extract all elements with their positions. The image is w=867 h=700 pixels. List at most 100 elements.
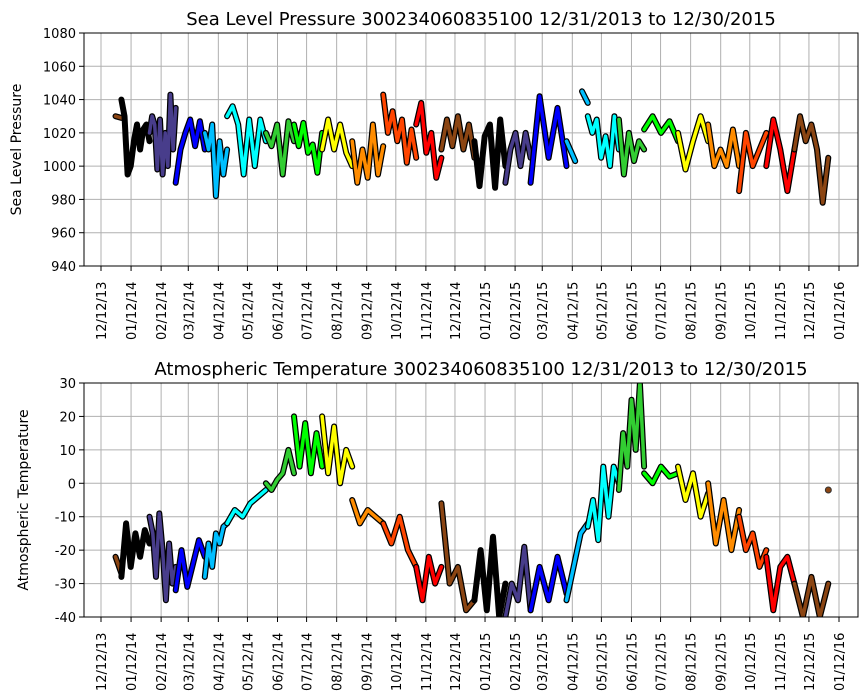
series-segment-18 xyxy=(586,114,621,168)
series-segment-11 xyxy=(414,101,444,180)
series-segment-10 xyxy=(381,514,418,569)
series-segment-2 xyxy=(147,511,178,603)
series-segment-16 xyxy=(564,139,577,163)
series-segment-17 xyxy=(580,89,590,105)
series-segment-5 xyxy=(225,488,268,526)
x-tick-label: 02/12/15 xyxy=(509,633,524,691)
data-layer xyxy=(112,383,832,617)
y-tick-label: 1020 xyxy=(43,127,76,142)
series-segment-15 xyxy=(528,555,569,613)
y-tick-label: 20 xyxy=(59,410,76,425)
x-tick-label: 11/12/14 xyxy=(420,282,435,340)
plot-panel-0: 12/12/13 01/12/14 02/12/14 03/12/14 04/12/14… xyxy=(9,9,859,340)
series-segment-17 xyxy=(586,464,621,542)
series-segment-15 xyxy=(528,94,569,185)
series-segment-9 xyxy=(350,498,385,526)
series-segment-5 xyxy=(225,104,268,177)
series-segment-8 xyxy=(320,117,354,168)
x-tick-label: 12/12/13 xyxy=(95,282,110,340)
x-tick-label: 07/12/14 xyxy=(301,633,316,691)
y-tick-label: 1000 xyxy=(43,160,76,175)
x-tick-label: 11/12/15 xyxy=(774,633,789,691)
x-tick-label: 08/12/15 xyxy=(685,282,700,340)
series-segment-12 xyxy=(439,114,477,160)
y-tick-label: 940 xyxy=(51,260,76,275)
chart-title: Atmospheric Temperature 300234060835100 … xyxy=(154,359,807,380)
y-tick-label: 10 xyxy=(59,444,76,459)
x-tick-label: 12/12/14 xyxy=(449,282,464,340)
series-segment-10 xyxy=(381,92,418,165)
series-segment-9 xyxy=(350,122,385,185)
x-tick-label: 06/12/15 xyxy=(625,282,640,340)
x-tick-label: 10/12/15 xyxy=(744,633,759,691)
series-segment-14 xyxy=(503,545,533,617)
series-segment-16 xyxy=(564,521,590,603)
y-tick-label: 980 xyxy=(51,193,76,208)
y-tick-label: -10 xyxy=(55,511,76,526)
x-tick-label: 08/12/14 xyxy=(331,633,346,691)
y-tick-label: 1060 xyxy=(43,60,76,75)
x-tick-label: 05/12/15 xyxy=(595,282,610,340)
x-tick-label: 11/12/14 xyxy=(420,633,435,691)
y-tick-label: 30 xyxy=(59,377,76,392)
x-tick-label: 03/12/15 xyxy=(536,282,551,340)
series-segment-18 xyxy=(617,383,646,492)
series-segment-1 xyxy=(119,97,152,177)
series-segment-4 xyxy=(203,521,229,579)
x-tick-label: 01/12/15 xyxy=(479,633,494,691)
y-axis-label: Sea Level Pressure xyxy=(9,84,25,216)
x-tick-label: 07/12/14 xyxy=(301,282,316,340)
series-segment-3 xyxy=(173,117,207,185)
series-segment-23 xyxy=(737,131,769,193)
x-tick-label: 08/12/14 xyxy=(331,282,346,340)
x-tick-label: 04/12/15 xyxy=(566,282,581,340)
plot-panel-1: 12/12/13 01/12/14 02/12/14 03/12/14 04/12/14… xyxy=(16,359,859,691)
series-segment-4 xyxy=(203,122,229,198)
x-tick-label: 09/12/14 xyxy=(361,633,376,691)
series-segment-20 xyxy=(676,464,710,519)
x-tick-label: 02/12/15 xyxy=(509,282,524,340)
y-tick-label: 0 xyxy=(68,477,76,492)
x-tick-label: 01/12/14 xyxy=(125,633,140,691)
y-tick-label: -30 xyxy=(55,578,76,593)
x-tick-label: 05/12/14 xyxy=(241,282,256,340)
x-tick-label: 09/12/15 xyxy=(715,282,730,340)
x-tick-label: 12/12/15 xyxy=(803,282,818,340)
x-tick-label: 01/12/16 xyxy=(833,282,848,340)
series-segment-25 xyxy=(792,114,831,205)
x-tick-label: 03/12/14 xyxy=(182,282,197,340)
x-tick-label: 05/12/15 xyxy=(595,633,610,691)
x-tick-label: 02/12/14 xyxy=(155,633,170,691)
data-point xyxy=(824,486,832,494)
chart-title: Sea Level Pressure 300234060835100 12/31… xyxy=(186,9,776,30)
axes-frame xyxy=(83,382,859,618)
x-tick-label: 08/12/15 xyxy=(685,633,700,691)
series-segment-6 xyxy=(264,119,296,177)
x-tick-label: 06/12/14 xyxy=(271,282,286,340)
series-segment-7 xyxy=(292,121,324,175)
series-segment-0 xyxy=(113,114,124,120)
x-tick-label: 04/12/15 xyxy=(566,633,581,691)
series-segment-13 xyxy=(472,535,508,617)
x-tick-label: 12/12/13 xyxy=(95,633,110,691)
y-axis-label: Atmospheric Temperature xyxy=(16,409,32,590)
x-tick-label: 01/12/14 xyxy=(125,282,140,340)
series-segment-24 xyxy=(792,575,831,617)
series-segment-22 xyxy=(706,122,741,168)
x-tick-label: 04/12/14 xyxy=(212,282,227,340)
y-tick-label: -40 xyxy=(55,611,76,626)
x-tick-label: 01/12/16 xyxy=(833,633,848,691)
series-segment-21 xyxy=(706,481,741,552)
y-tick-label: -20 xyxy=(55,544,76,559)
series-segment-14 xyxy=(503,131,533,185)
x-tick-label: 10/12/14 xyxy=(390,633,405,691)
x-tick-label: 06/12/14 xyxy=(271,633,286,691)
y-tick-label: 960 xyxy=(51,227,76,242)
series-segment-2 xyxy=(147,92,178,177)
x-tick-label: 12/12/15 xyxy=(803,633,818,691)
series-segment-7 xyxy=(292,414,324,476)
x-tick-label: 07/12/15 xyxy=(655,633,670,691)
series-segment-3 xyxy=(173,538,207,593)
x-tick-label: 05/12/14 xyxy=(241,633,256,691)
series-segment-13 xyxy=(472,117,508,190)
